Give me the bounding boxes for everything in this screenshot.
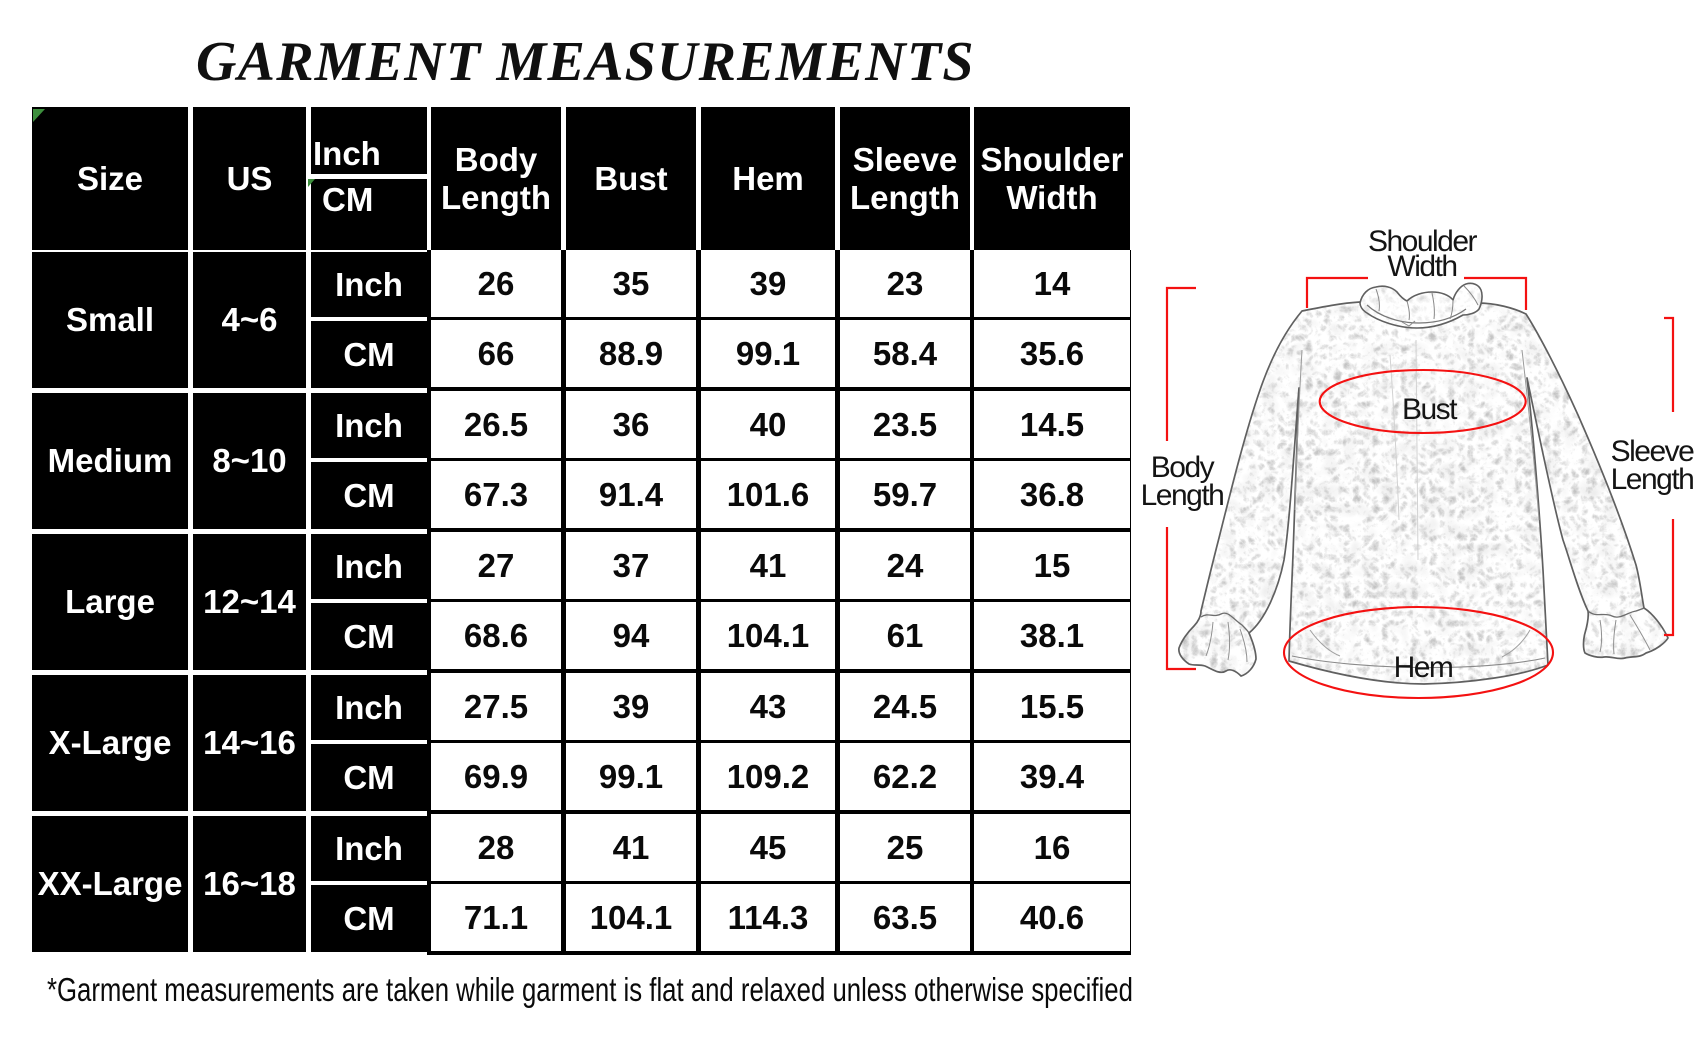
svg-text:Hem: Hem	[1394, 651, 1453, 684]
svg-text:Sleeve: Sleeve	[1611, 435, 1695, 468]
svg-text:Shoulder: Shoulder	[1368, 225, 1478, 258]
svg-text:Bust: Bust	[1402, 393, 1458, 426]
svg-text:Length: Length	[1611, 463, 1694, 496]
svg-text:Body: Body	[1151, 451, 1215, 484]
svg-text:Length: Length	[1141, 479, 1224, 512]
svg-text:Width: Width	[1387, 250, 1456, 283]
